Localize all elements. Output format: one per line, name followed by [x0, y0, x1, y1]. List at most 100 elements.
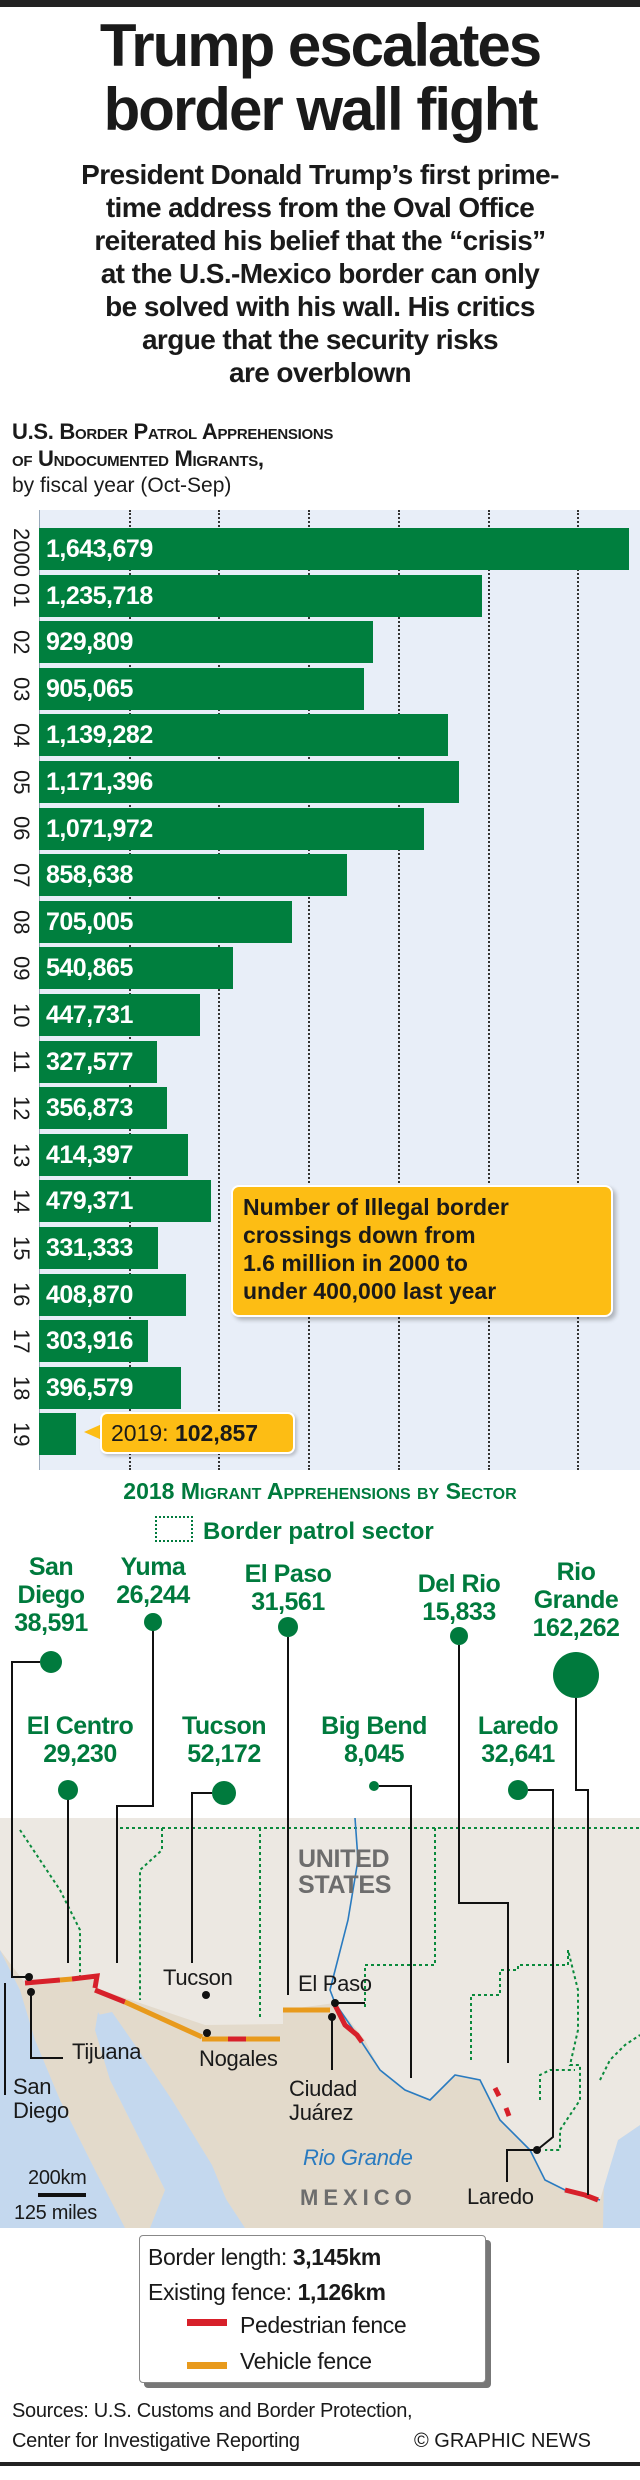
scale-km: 200km [28, 2167, 87, 2189]
bar-value-label: 705,005 [46, 907, 133, 936]
city-tijuana: Tijuana [72, 2039, 142, 2064]
bar-06 [39, 807, 424, 850]
title-line: border wall fight [103, 76, 539, 143]
city-nogales: Nogales [199, 2046, 278, 2071]
gridline [397, 510, 400, 1470]
bar-value-label: 1,643,679 [46, 535, 153, 563]
subhead-line: are overblown [228, 357, 412, 388]
country-label-mexico: MEXICO [300, 2185, 417, 2210]
sector-el-paso: El Paso 31,561 [244, 1560, 332, 1616]
year-tick-label: 15 [9, 1235, 34, 1261]
bar-13 [39, 1133, 188, 1176]
subhead: President Donald Trump’s first prime- ti… [0, 158, 640, 389]
bar-value-label: 414,397 [46, 1140, 133, 1169]
gridline [128, 510, 131, 1470]
tucson-dot [202, 1991, 210, 1999]
year-tick-label: 2000 [9, 528, 34, 577]
annotation-line: 1.6 million in 2000 to [243, 1250, 468, 1276]
title-line: Trump escalates [99, 12, 542, 79]
chart-title-line: U.S. Border Patrol Apprehensions [12, 419, 334, 444]
year-tick-label: 09 [9, 956, 34, 981]
bubble-rio-grande [553, 1652, 599, 1698]
bar-07 [39, 854, 348, 897]
year-tick-label: 13 [9, 1142, 34, 1168]
bar-value-label: 479,371 [46, 1187, 133, 1216]
bar-18 [39, 1366, 182, 1409]
bar-09 [39, 947, 234, 990]
year-tick-label: 08 [9, 909, 34, 935]
bar-05 [39, 761, 460, 803]
subhead-line: time address from the Oval Office [105, 192, 535, 223]
bar-03 [39, 667, 364, 710]
bar-2000 [39, 528, 629, 570]
vehicle-fence-swatch [187, 2362, 227, 2369]
fence-lines [24, 1973, 599, 2203]
subhead-line: reiterated his belief that the “crisis” [94, 225, 546, 256]
bar-01 [39, 574, 483, 617]
existing-fence: Existing fence: 1,126km [148, 2279, 386, 2305]
callout-value: 102,857 [174, 1420, 259, 1446]
sector-big-bend: Big Bend 8,045 [321, 1712, 427, 1768]
bubble-el-centro [58, 1780, 78, 1800]
bubble-big-bend [369, 1781, 379, 1791]
bar-value-label: 327,577 [46, 1047, 133, 1076]
sector-legend-label: Border patrol sector [203, 1518, 434, 1545]
laredo-dot [533, 2146, 541, 2154]
bar-value-label: 408,870 [46, 1280, 133, 1309]
year-tick-label: 11 [9, 1050, 34, 1074]
bar-value-label: 303,916 [46, 1327, 133, 1356]
bar-value-label: 1,071,972 [46, 814, 153, 843]
chart-title: U.S. Border Patrol Apprehensions of Undo… [12, 418, 333, 472]
annotation-line: Number of Illegal border [243, 1194, 509, 1220]
chart-annotation: Number of Illegal border crossings down … [231, 1185, 613, 1317]
year-tick-label: 02 [9, 629, 34, 655]
border-length: Border length: 3,145km [148, 2244, 381, 2270]
year-tick-label: 06 [9, 816, 34, 841]
scale-miles: 125 miles [14, 2202, 97, 2224]
city-san-diego: San Diego [13, 2074, 69, 2123]
subhead-line: be solved with his wall. His critics [105, 291, 535, 322]
chart-title-line: of Undocumented Migrants, [12, 446, 264, 471]
city-laredo: Laredo [467, 2184, 534, 2209]
credit: © GRAPHIC NEWS [414, 2430, 591, 2452]
nogales-dot [203, 2029, 211, 2037]
callout-year: 2019: [111, 1420, 169, 1446]
bubble-yuma [144, 1613, 162, 1631]
pedestrian-fence-segment [24, 1977, 61, 1986]
bar-17 [39, 1320, 149, 1363]
sector-del-rio: Del Rio 15,833 [417, 1570, 501, 1626]
bar-08 [39, 900, 292, 943]
year-tick-label: 10 [9, 1002, 34, 1028]
city-ciudad-juarez: Ciudad Juárez [289, 2076, 357, 2125]
bar-10 [39, 994, 200, 1036]
bar-value-label: 1,235,718 [46, 581, 153, 610]
bar-value-label: 356,873 [46, 1094, 133, 1123]
bottom-rule [0, 2462, 640, 2466]
sector-laredo: Laredo 32,641 [477, 1712, 559, 1768]
sector-yuma: Yuma 26,244 [116, 1553, 190, 1609]
annotation-line: crossings down from [243, 1222, 476, 1248]
year-tick-label: 19 [9, 1422, 34, 1447]
callout-2019: 2019: 102,857 [100, 1412, 295, 1454]
pedestrian-fence-segment [71, 1973, 101, 1989]
subhead-line: President Donald Trump’s first prime- [81, 159, 559, 190]
scale-bar [38, 2193, 86, 2197]
bar-value-label: 929,809 [46, 628, 133, 657]
chart-subtitle: by fiscal year (Oct-Sep) [12, 474, 232, 497]
year-tick-label: 07 [9, 862, 34, 888]
city-tucson: Tucson [163, 1965, 233, 1990]
pedestrian-fence-swatch [187, 2319, 227, 2326]
bar-15 [39, 1227, 158, 1269]
bar-value-label: 858,638 [46, 861, 133, 890]
fence-legend: Border length: 3,145km Existing fence: 1… [139, 2235, 486, 2383]
rio-grande-river [329, 1817, 601, 2201]
gridline [308, 510, 311, 1470]
ciudad-juarez-dot [328, 2013, 336, 2021]
gulf-of-california [98, 2012, 238, 2228]
sector-section-title: 2018 Migrant Apprehensions by Sector [123, 1478, 517, 1504]
subhead-line: at the U.S.-Mexico border can only [100, 258, 540, 289]
us-land [0, 1818, 640, 2200]
pedestrian-fence-label: Pedestrian fence [240, 2312, 407, 2338]
